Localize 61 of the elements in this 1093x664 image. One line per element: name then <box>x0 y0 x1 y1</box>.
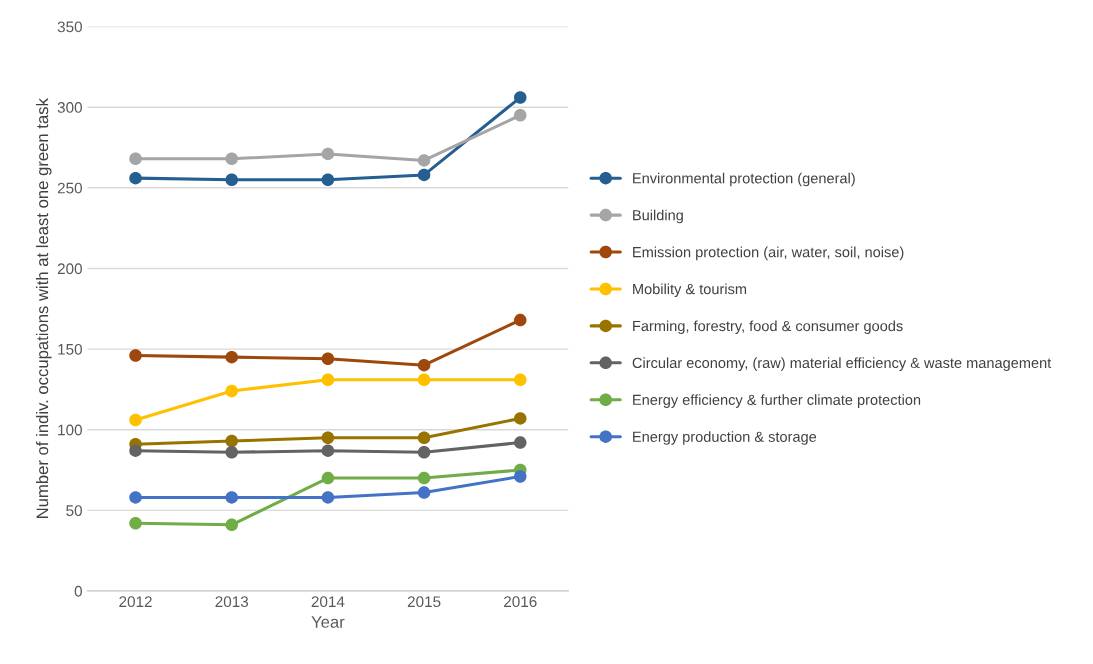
legend-label: Circular economy, (raw) material efficiency & waste management <box>632 357 1052 371</box>
point <box>321 352 335 365</box>
point <box>514 313 527 327</box>
point <box>321 471 335 485</box>
y-tick-label: 100 <box>58 424 82 436</box>
y-tick-label: 150 <box>58 343 82 355</box>
legend-label: Farming, forestry, food & consumer goods <box>633 320 903 335</box>
point <box>514 436 527 449</box>
point <box>514 91 527 104</box>
y-tick-label: 350 <box>57 21 82 33</box>
point <box>514 470 527 483</box>
point <box>321 373 335 386</box>
legend-label: Emission protection (air, water, soil, noise) <box>633 246 904 261</box>
point <box>514 412 527 425</box>
point <box>321 444 335 457</box>
point <box>321 431 335 445</box>
point <box>321 173 335 186</box>
legend-label: Environmental protection (general) <box>633 172 855 187</box>
point <box>225 518 238 532</box>
point <box>129 491 142 504</box>
point <box>417 358 431 372</box>
point <box>417 431 431 445</box>
point <box>225 446 238 459</box>
x-tick-label: 2012 <box>119 596 152 608</box>
point <box>129 516 142 530</box>
point <box>225 491 238 504</box>
y-tick-label: 200 <box>57 263 82 275</box>
legend-label: Energy efficiency & further climate protection <box>633 394 921 408</box>
point <box>321 147 335 161</box>
legend-label: Mobility & tourism <box>633 283 747 298</box>
point <box>514 109 527 122</box>
point <box>225 152 238 166</box>
point <box>129 152 142 166</box>
y-tick-label: 50 <box>66 505 82 517</box>
point <box>225 173 238 186</box>
point <box>514 373 527 386</box>
point <box>417 373 431 386</box>
x-tick-label: 2016 <box>504 596 537 608</box>
point <box>417 168 431 182</box>
y-tick-label: 300 <box>57 102 82 113</box>
point <box>225 384 238 398</box>
point <box>129 171 142 185</box>
legend-label: Building <box>633 209 683 224</box>
point <box>225 350 238 364</box>
point <box>129 349 142 362</box>
y-axis-title: Number of indiv. occupations with at least one green task <box>36 98 52 518</box>
x-tick-label: 2013 <box>215 596 249 608</box>
y-tick-label: 0 <box>74 585 82 597</box>
x-tick-label: 2014 <box>311 596 345 608</box>
y-tick-label: 250 <box>57 182 82 194</box>
point <box>129 444 142 457</box>
point <box>417 471 431 485</box>
point <box>321 491 335 504</box>
x-tick-label: 2015 <box>407 596 441 608</box>
point <box>225 434 238 448</box>
x-axis-title: Year <box>311 616 345 628</box>
point <box>417 446 431 459</box>
point <box>417 486 431 499</box>
point <box>417 154 431 167</box>
point <box>129 413 142 427</box>
legend-label: Energy production & storage <box>633 431 817 445</box>
